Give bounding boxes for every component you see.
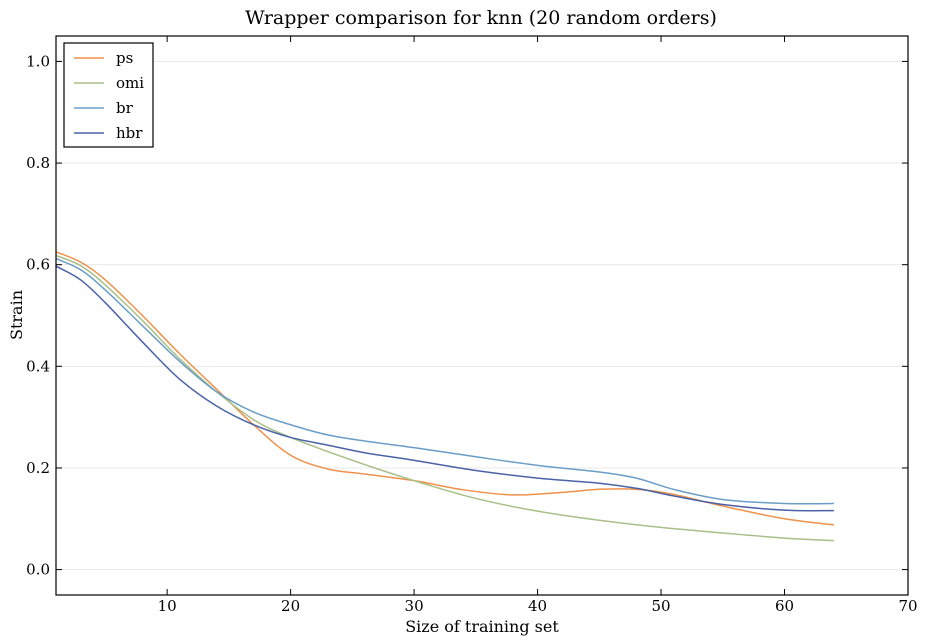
x-axis-label: Size of training set (405, 617, 559, 636)
y-tick-label: 0.4 (26, 357, 50, 375)
x-tick-label: 60 (775, 597, 794, 615)
legend-label-omi: omi (116, 74, 144, 92)
legend-label-hbr: hbr (116, 124, 143, 142)
x-tick-label: 10 (158, 597, 177, 615)
x-tick-label: 40 (528, 597, 547, 615)
tick-layer: 0.0 0.2 0.4 0.6 0.8 1.0 10 20 30 40 50 60 70 (26, 36, 918, 615)
series-line-ps (55, 251, 835, 526)
y-tick-label: 0.8 (26, 154, 50, 172)
x-tick-label: 20 (281, 597, 300, 615)
y-tick-label: 0.2 (26, 459, 50, 477)
y-tick-label: 0.0 (26, 561, 50, 579)
x-tick-label: 70 (898, 597, 917, 615)
legend: ps omi br hbr (63, 42, 154, 148)
series-line-br (55, 257, 834, 505)
y-tick-label: 0.6 (26, 256, 50, 274)
legend-label-ps: ps (116, 49, 133, 67)
series-layer (55, 251, 835, 542)
x-tick-label: 50 (651, 597, 670, 615)
chart-title: Wrapper comparison for knn (20 random or… (245, 7, 717, 29)
y-tick-label: 1.0 (26, 52, 50, 70)
y-axis-label: Strain (7, 290, 26, 340)
grid-layer (56, 60, 908, 571)
plot-frame (55, 35, 909, 596)
legend-label-br: br (116, 99, 134, 117)
legend-box (63, 42, 154, 148)
x-tick-label: 30 (405, 597, 424, 615)
series-line-hbr (55, 265, 834, 512)
series-line-omi (55, 254, 834, 542)
legend-items: ps omi br hbr (74, 49, 144, 142)
